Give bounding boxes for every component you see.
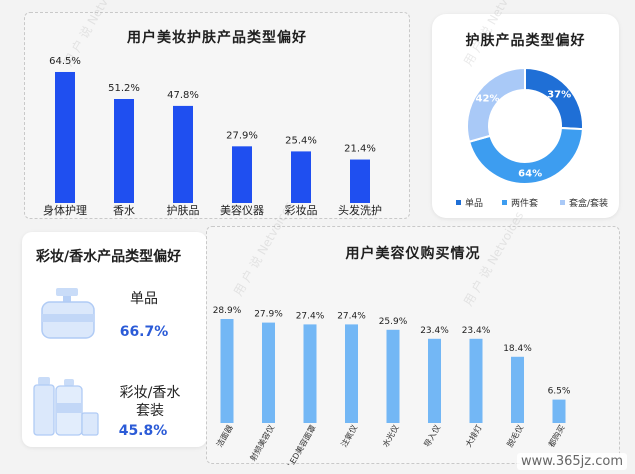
bar-value-label: 27.9%: [226, 130, 258, 141]
device-purchase-chart: 28.9% 洁面器 27.9% 射频美容仪 27.4% LED美容面罩 27.4% 注氧仪 25…: [213, 306, 571, 465]
bar: [55, 71, 75, 203]
bar-value-label: 25.4%: [285, 135, 317, 146]
category-label: 香水: [113, 204, 135, 217]
legend-swatch: [502, 200, 507, 205]
slice-value-label: 37%: [547, 90, 571, 101]
category-label: 彩妆品: [285, 204, 318, 217]
legend-swatch: [560, 200, 565, 205]
beauty-preference-panel: 用户美妆护肤产品类型偏好 64.5% 身体护理 51.2% 香水 47.8% 护肤品 27.…: [24, 12, 410, 219]
bar: [262, 322, 275, 423]
category-label: 洁面器: [214, 423, 235, 449]
bar: [220, 319, 234, 423]
bar: [428, 338, 441, 423]
skincare-type-card: 护肤产品类型偏好 37% 64% 42% 单品 两件套 套盒/套装: [432, 14, 619, 218]
bar-value-label: 27.4%: [337, 311, 366, 321]
bar: [469, 338, 483, 423]
beauty-preference-title: 用户美妆护肤产品类型偏好: [127, 30, 307, 46]
category-label: 美容仪器: [220, 203, 264, 217]
bar: [386, 329, 400, 423]
donut-slice: [467, 126, 584, 185]
set-bottles-icon: [33, 377, 99, 436]
category-label: 注氧仪: [339, 423, 360, 449]
category-label: 导入仪: [422, 424, 442, 449]
makeup-perfume-title: 彩妆/香水产品类型偏好: [36, 249, 182, 265]
category-label: 脱毛仪: [505, 423, 526, 449]
bar: [232, 146, 252, 203]
bar: [114, 99, 134, 203]
category-label: 大排灯: [463, 423, 484, 449]
makeup-perfume-card: 彩妆/香水产品类型偏好 单品 66.7% 彩妆/香水 套装 45.8%: [22, 232, 207, 447]
category-label: 身体护理: [43, 203, 87, 217]
single-value: 66.7%: [119, 324, 169, 340]
bar: [291, 151, 311, 203]
bar-value-label: 6.5%: [548, 387, 571, 397]
bar: [511, 356, 524, 423]
bar: [303, 324, 317, 423]
bar-value-label: 23.4%: [420, 326, 449, 336]
bar-value-label: 47.8%: [167, 90, 199, 101]
bar-value-label: 23.4%: [462, 326, 491, 336]
slice-value-label: 42%: [476, 94, 500, 105]
bar-value-label: 28.9%: [213, 306, 242, 316]
bar: [345, 324, 358, 423]
bar-value-label: 21.4%: [344, 144, 376, 155]
bar-value-label: 18.4%: [503, 344, 532, 354]
donut-slice: [466, 66, 526, 143]
set-label: 彩妆/香水 套装: [119, 385, 181, 419]
legend-label: 单品: [465, 197, 483, 209]
bar-value-label: 27.4%: [296, 311, 325, 321]
bar-value-label: 27.9%: [254, 310, 283, 320]
footer-url: www.365jz.com: [517, 453, 627, 470]
bar: [350, 159, 370, 203]
category-label: 射频美容仪: [248, 423, 277, 463]
category-label: 头发洗护: [338, 203, 382, 217]
beauty-preference-chart: 64.5% 身体护理 51.2% 香水 47.8% 护肤品 27.9% 美容仪器 25.4% 彩妆…: [43, 56, 382, 217]
category-label: 水光仪: [380, 423, 401, 449]
category-label: 护肤品: [167, 203, 200, 217]
legend-label: 套盒/套装: [569, 197, 608, 209]
category-label: 都购买: [546, 423, 567, 449]
bar: [552, 399, 566, 423]
device-purchase-title: 用户美容仪购买情况: [345, 246, 481, 262]
bar: [173, 105, 193, 203]
skincare-type-title: 护肤产品类型偏好: [465, 33, 586, 49]
bar-value-label: 51.2%: [108, 83, 140, 94]
legend-label: 两件套: [511, 197, 538, 209]
single-bottle-icon: [41, 288, 95, 339]
set-value: 45.8%: [118, 423, 168, 439]
slice-value-label: 64%: [518, 169, 542, 180]
category-label: LED美容面罩: [285, 423, 317, 465]
bar-value-label: 25.9%: [379, 317, 408, 327]
single-label: 单品: [130, 291, 158, 307]
skincare-type-donut: 37% 64% 42% 单品 两件套 套盒/套装: [456, 66, 608, 209]
device-purchase-panel: 用户美容仪购买情况 28.9% 洁面器 27.9% 射频美容仪 27.4% LED美容面罩…: [206, 226, 620, 465]
legend-swatch: [456, 200, 461, 205]
bar-value-label: 64.5%: [49, 56, 81, 67]
